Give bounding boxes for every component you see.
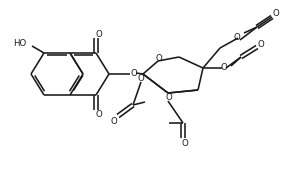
Text: O: O <box>234 33 240 41</box>
Text: O: O <box>96 110 102 119</box>
Text: O: O <box>182 139 188 147</box>
Text: O: O <box>96 29 102 38</box>
Text: O: O <box>156 53 162 63</box>
Text: O: O <box>131 68 137 78</box>
Text: O: O <box>138 73 144 83</box>
Text: O: O <box>258 40 265 48</box>
Text: O: O <box>273 9 279 18</box>
Text: HO: HO <box>13 38 26 48</box>
Text: O: O <box>166 92 172 102</box>
Text: O: O <box>111 117 117 125</box>
Text: O: O <box>221 63 227 71</box>
